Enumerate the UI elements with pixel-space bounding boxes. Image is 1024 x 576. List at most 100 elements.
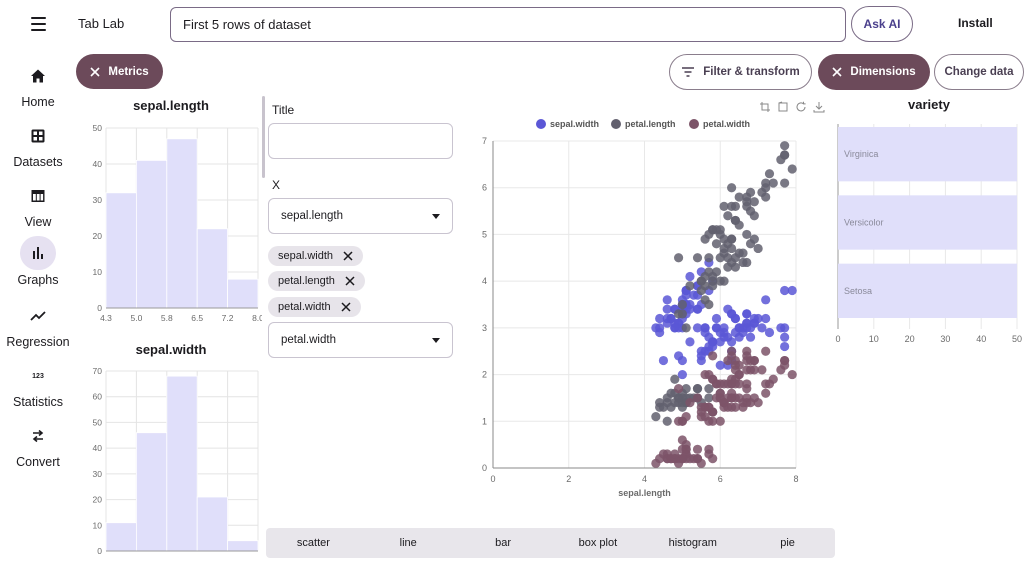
nav-item-view[interactable]: View — [0, 180, 76, 229]
nav-item-regression[interactable]: Regression — [0, 300, 76, 349]
scatter-point — [689, 454, 699, 464]
variety-bar — [838, 195, 1017, 250]
scatter-point — [696, 285, 706, 296]
nav-label: Convert — [16, 455, 60, 469]
chart-type-scatter[interactable]: scatter — [296, 537, 330, 549]
scatter-point — [753, 243, 763, 254]
y-axis-select[interactable]: petal.width — [268, 322, 453, 358]
y-tick-label: 40 — [93, 443, 103, 453]
bar-chart-icon — [20, 236, 56, 270]
scatter-point — [742, 201, 752, 211]
scatter-point — [764, 169, 775, 179]
histogram-bar — [136, 432, 168, 552]
scatter-point — [742, 309, 752, 319]
scatter-point — [704, 253, 714, 263]
variety-bar — [838, 263, 1017, 318]
scatter-point — [700, 369, 710, 380]
zoom-icon[interactable] — [758, 100, 772, 114]
scatter-point — [711, 313, 722, 324]
query-input[interactable] — [170, 7, 846, 42]
zoom-reset-icon[interactable] — [776, 100, 790, 114]
filter-transform-button[interactable]: Filter & transform — [669, 54, 812, 90]
y-tick-label: 10 — [93, 520, 103, 530]
x-axis-title: sepal.length — [618, 488, 671, 498]
nav-item-graphs[interactable]: Graphs — [0, 236, 76, 287]
scatter-point — [719, 201, 729, 211]
scatter-point — [708, 337, 718, 347]
scatter-point — [715, 360, 725, 370]
x-label: X — [272, 178, 281, 192]
scatter-point — [662, 313, 672, 324]
chart-type-box-plot[interactable]: box plot — [578, 537, 618, 549]
scatter-point — [780, 178, 790, 188]
scatter-point — [738, 248, 748, 258]
y-tick-label: 5 — [482, 229, 487, 239]
y-tick-label: 50 — [93, 417, 103, 427]
restore-icon[interactable] — [794, 100, 808, 114]
scatter-point — [727, 201, 737, 211]
chart-title-input[interactable] — [268, 123, 453, 159]
chart-type-bar[interactable]: bar — [495, 537, 512, 549]
scatter-point — [681, 412, 691, 422]
dropdown-arrow-icon — [432, 213, 440, 219]
x-axis-select[interactable]: sepal.length — [268, 198, 453, 234]
scatter-point — [761, 379, 771, 389]
x-tick-label: 40 — [976, 334, 986, 344]
scatter-point — [761, 295, 771, 305]
scatter-point — [780, 355, 790, 366]
x-tick-label: 8 — [793, 474, 798, 484]
scatter-point — [742, 229, 752, 240]
nav-item-statistics[interactable]: 123 Statistics — [0, 360, 76, 410]
scatter-point — [704, 383, 714, 394]
menu-icon[interactable] — [26, 12, 52, 36]
nav-item-convert[interactable]: Convert — [0, 420, 76, 469]
scatter-point — [780, 285, 790, 296]
scatter-point — [692, 323, 703, 333]
scatter-point — [761, 183, 771, 193]
nav-label: Statistics — [12, 395, 63, 409]
change-data-button[interactable]: Change data — [934, 54, 1024, 90]
scatter-point — [696, 346, 706, 356]
close-icon[interactable] — [343, 274, 357, 288]
scatter-point — [761, 192, 771, 202]
close-icon — [90, 66, 100, 77]
scatter-point — [673, 393, 684, 403]
scatter-point — [677, 369, 687, 380]
install-button[interactable]: Install — [958, 16, 993, 30]
resize-handle[interactable] — [262, 96, 265, 178]
close-icon[interactable] — [341, 249, 355, 263]
scatter-point — [655, 402, 665, 412]
x-tick-label: 20 — [905, 334, 915, 344]
nav-item-home[interactable]: Home — [0, 60, 76, 109]
y-tick-label: 6 — [482, 183, 487, 193]
scatter-point — [651, 458, 661, 468]
y-tick-label: 1 — [482, 416, 487, 426]
chart-type-histogram[interactable]: histogram — [668, 537, 717, 549]
scatter-point — [677, 402, 687, 412]
close-icon[interactable] — [339, 300, 353, 314]
chart-type-pie[interactable]: pie — [780, 537, 795, 549]
scatter-point — [749, 197, 759, 207]
chart-type-line[interactable]: line — [399, 537, 417, 549]
y-tick-label: 2 — [482, 370, 487, 380]
scatter-point — [677, 355, 687, 366]
scatter-point — [719, 323, 729, 333]
nav-item-datasets[interactable]: Datasets — [0, 120, 76, 169]
x-tick-label: 8.0 — [252, 313, 262, 323]
scatter-point — [704, 393, 714, 403]
dimensions-chip[interactable]: Dimensions — [818, 54, 930, 90]
scatter-point — [666, 388, 676, 398]
y-chip-label: petal.length — [278, 275, 335, 287]
metrics-chip[interactable]: Metrics — [76, 54, 163, 89]
scatter-point — [696, 276, 706, 286]
scatter-point — [749, 365, 759, 375]
scatter-point — [685, 271, 695, 282]
ask-ai-button[interactable]: Ask AI — [851, 6, 913, 42]
download-icon[interactable] — [812, 100, 826, 114]
scatter-point — [768, 178, 778, 188]
x-tick-label: 5.0 — [130, 313, 142, 323]
scatter-point — [681, 444, 691, 454]
scatter-point — [700, 323, 710, 333]
scatter-point — [723, 262, 733, 272]
scatter-point — [757, 365, 767, 375]
